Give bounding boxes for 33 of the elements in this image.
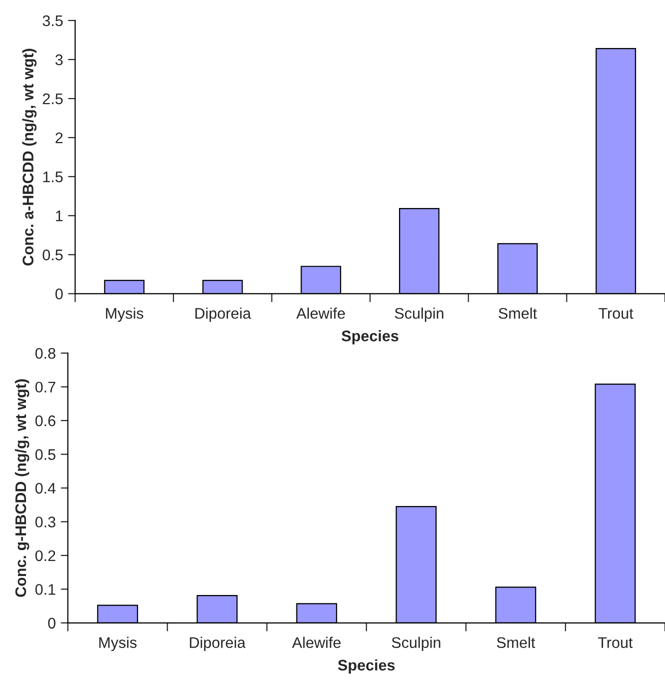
x-tick-label: Sculpin: [394, 308, 444, 322]
y-tick-label: 0.7: [35, 382, 56, 393]
x-tick-label: Sculpin: [392, 636, 440, 652]
y-tick-label: 0.8: [35, 348, 56, 359]
y-axis-title: Conc. g-HBCDD (ng/g, wt wgt): [14, 379, 30, 597]
x-tick-label: Diporeia: [190, 636, 246, 652]
y-tick-label: 0.5: [42, 250, 63, 260]
y-tick-label: 0.5: [35, 449, 56, 460]
y-tick-label: 3.5: [42, 15, 63, 26]
y-tick-label: 2: [56, 132, 63, 144]
x-tick-label: Mysis: [99, 636, 137, 652]
y-tick-label: 0.6: [35, 415, 56, 426]
x-tick-label: Trout: [598, 308, 634, 319]
x-tick-label: Smelt: [498, 308, 537, 319]
y-tick-label: 0.3: [35, 516, 56, 528]
y-tick-label: 2.5: [42, 93, 63, 104]
y-tick-label: 0.1: [35, 584, 56, 595]
x-tick-label: Alewife: [296, 308, 345, 319]
y-tick-label: 0.2: [35, 550, 56, 562]
x-tick-label: Alewife: [292, 636, 341, 648]
x-tick-label: Trout: [598, 637, 633, 648]
y-tick-label: 1.5: [43, 172, 63, 182]
y-tick-label: 1: [56, 210, 63, 222]
x-tick-label: Diporeia: [195, 308, 252, 322]
y-tick-label: 0.4: [35, 482, 56, 494]
x-axis-title: Species: [342, 330, 398, 344]
y-tick-label: 0: [48, 618, 56, 629]
x-axis-title: Species: [338, 659, 395, 674]
y-tick-label: 3: [55, 54, 63, 66]
x-tick-label: Smelt: [496, 636, 536, 648]
y-axis-title: Conc. a-HBCDD (ng/g, wt wgt): [22, 48, 37, 266]
y-tick-label: 0: [55, 288, 63, 300]
x-tick-label: Mysis: [106, 308, 144, 322]
